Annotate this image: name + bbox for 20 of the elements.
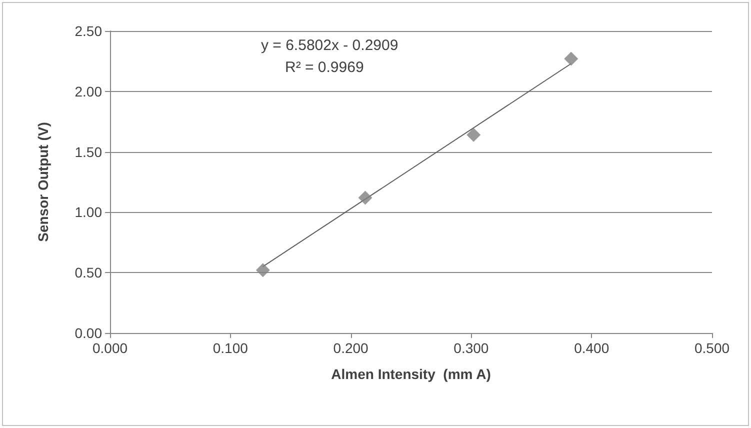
y-tick-label: 1.00 xyxy=(74,204,102,220)
x-tick-label: 0.200 xyxy=(333,340,369,356)
y-tick-label: 0.50 xyxy=(74,264,102,281)
x-tick-label: 0.300 xyxy=(454,340,489,356)
point xyxy=(358,190,372,205)
y-tick-label: 2.00 xyxy=(74,83,102,100)
y-axis-title: Sensor Output (V) xyxy=(35,122,51,242)
y-tick-label: 0.00 xyxy=(74,325,102,341)
point xyxy=(256,263,270,278)
x-axis-title: Almen Intensity (mm A) xyxy=(331,366,491,382)
point xyxy=(564,52,578,66)
x-tick-label: 0.400 xyxy=(574,340,610,356)
annotation: R² = 0.9969 xyxy=(285,59,364,76)
annotation: y = 6.5802x - 0.2909 xyxy=(261,37,398,54)
x-tick-label: 0.000 xyxy=(92,340,128,356)
y-tick-label: 2.50 xyxy=(74,23,102,39)
y-tick-label: 1.50 xyxy=(74,144,102,160)
point xyxy=(466,128,481,142)
x-tick-label: 0.100 xyxy=(212,340,248,356)
x-tick-label: 0.500 xyxy=(694,340,730,356)
